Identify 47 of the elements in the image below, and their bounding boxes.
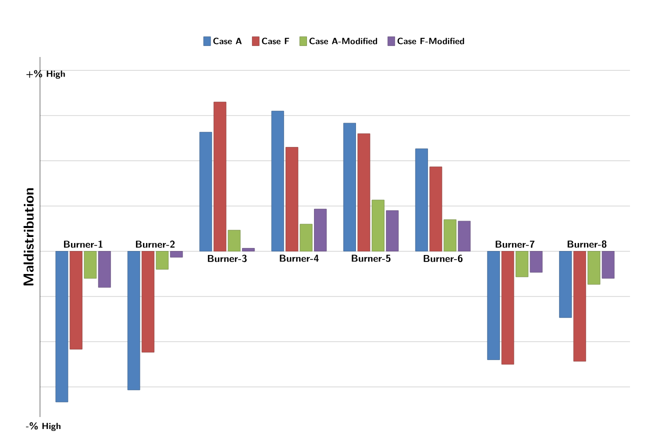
legend-label: Case F-Modified: [398, 38, 464, 44]
x-tick-label: Burner-6: [424, 254, 463, 262]
bar: [358, 133, 370, 252]
text: -% High: [26, 422, 60, 431]
bar: [458, 220, 471, 252]
bar: [286, 147, 298, 252]
y-axis-title: Maldistribution: [24, 188, 34, 286]
bar: [530, 251, 543, 273]
legend-label: Case F: [262, 38, 290, 44]
bar: [444, 219, 456, 252]
bar: [343, 122, 356, 252]
bar: [573, 251, 586, 362]
x-tick-label: Burner-3: [208, 254, 247, 262]
x-tick-label: Burner-8: [568, 240, 606, 248]
bar: [602, 251, 614, 279]
bar: [70, 251, 82, 350]
bar: [516, 251, 528, 278]
bar: [56, 251, 68, 402]
x-tick-label: Burner-2: [136, 240, 175, 248]
bar: [588, 251, 600, 285]
bar: [415, 148, 428, 252]
bar: [242, 248, 255, 252]
bar: [228, 230, 240, 252]
x-tick-label: Burner-7: [496, 240, 534, 248]
bar: [127, 251, 140, 390]
x-tick-label: Burner-5: [352, 254, 390, 262]
bar: [170, 251, 183, 258]
bar: [199, 132, 212, 252]
bar: [386, 210, 399, 252]
bar: [214, 102, 226, 252]
bar: [314, 208, 327, 252]
bar: [84, 251, 97, 279]
bar: [271, 110, 284, 252]
legend-label: Case A: [213, 38, 242, 44]
bar: [487, 251, 500, 360]
bar: [559, 251, 572, 318]
legend-label: Case A-Modified: [309, 38, 378, 44]
x-tick-label: Burner-4: [280, 254, 319, 262]
bar: [98, 251, 111, 288]
text: +% High: [26, 70, 65, 79]
bar: [430, 166, 442, 252]
bar: [156, 251, 169, 270]
x-tick-label: Burner-1: [64, 240, 102, 248]
bar: [372, 200, 384, 252]
bar: [142, 251, 154, 352]
bar: [300, 224, 312, 252]
bar: [501, 251, 514, 365]
